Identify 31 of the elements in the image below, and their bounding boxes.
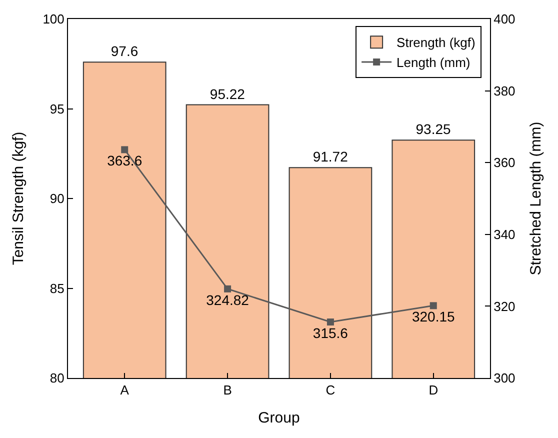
x-axis-title: Group [258,410,300,427]
data-label: 320.15 [412,308,456,325]
data-label: 324.82 [206,292,250,308]
y2-axis-title: Stretched Length (mm) [527,122,544,276]
y2-tick-label: 360 [494,155,516,170]
y-tick-label: 80 [50,370,64,386]
y2-tick-label: 340 [494,226,516,242]
y2-tick-label: 380 [494,83,516,98]
y2-tick-label: 300 [494,370,516,386]
data-label: 95.22 [210,86,246,102]
y2-tick-label: 320 [494,298,516,314]
x-tick-label: A [120,382,130,398]
point [121,146,128,154]
legend-label: Length (mm) [396,55,470,70]
point [430,302,437,310]
x-tick-label: D [428,382,438,398]
data-label: 315.6 [312,324,348,341]
y-tick-label: 85 [50,280,64,296]
point [326,318,334,326]
data-label: 93.25 [416,121,452,138]
point [224,285,232,292]
data-label: 91.72 [312,148,348,165]
y-tick-label: 100 [42,12,64,27]
y-axis-title: Tensil Strength (kgf) [10,132,27,266]
legend-label: Strength (kgf) [396,35,476,50]
data-label: 97.6 [110,43,138,60]
x-tick-label: B [223,382,232,398]
y-tick-label: 90 [50,191,64,206]
x-tick-label: C [326,382,336,398]
y-tick-label: 95 [50,101,64,116]
y2-tick-label: 400 [494,12,516,27]
